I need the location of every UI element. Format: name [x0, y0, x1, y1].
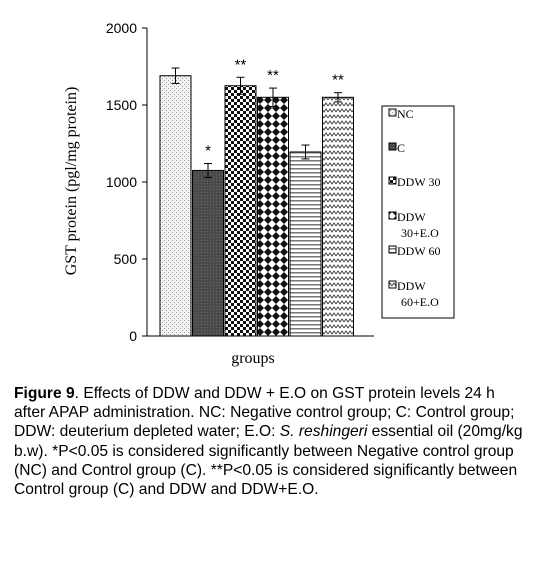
legend-swatch [388, 142, 397, 151]
significance-mark: ** [267, 67, 279, 84]
bar-ddw-30-e-o [257, 96, 289, 337]
legend-label: DDW [397, 279, 426, 293]
legend-label: C [397, 141, 405, 155]
legend: NC C DDW 30 DDW 30+E.O DDW 60 DDW 60+E.O [388, 107, 440, 309]
legend-label: DDW 60 [397, 244, 440, 258]
bar-nc [159, 75, 192, 337]
legend-label: DDW 30 [397, 175, 440, 189]
significance-marks: ***** ** [205, 56, 344, 159]
caption-label: Figure 9 [14, 385, 75, 402]
y-tick-label: 500 [114, 251, 138, 267]
bar-ddw-60-e-o [322, 96, 354, 337]
y-tick-label: 1000 [106, 174, 137, 190]
y-tick-label: 0 [129, 328, 137, 344]
figure-caption: Figure 9. Effects of DDW and DDW + E.O o… [14, 384, 526, 499]
legend-swatch [388, 280, 397, 289]
significance-mark: ** [332, 72, 344, 89]
y-axis-ticks: 0 500 1000 1500 2000 [106, 20, 147, 344]
legend-label: NC [397, 107, 414, 121]
bars [159, 75, 354, 337]
y-axis-title: GST protein (pgl/mg protein) [63, 87, 80, 276]
legend-swatch [388, 176, 397, 185]
legend-swatch [388, 211, 397, 220]
gst-bar-chart: GST protein (pgl/mg protein) groups 0 500… [63, 20, 455, 367]
legend-label: DDW [397, 210, 426, 224]
bar-ddw-60 [289, 151, 322, 337]
legend-swatch [388, 245, 397, 254]
x-axis-title: groups [231, 350, 275, 367]
y-tick-label: 1500 [106, 97, 137, 113]
caption-species: S. reshingeri [279, 423, 368, 441]
legend-swatch [388, 108, 397, 117]
significance-mark: * [205, 143, 211, 160]
error-bars [171, 67, 342, 178]
bar-ddw-30 [224, 85, 257, 337]
legend-label: 60+E.O [401, 295, 439, 309]
significance-mark: ** [235, 56, 247, 73]
y-tick-label: 2000 [106, 20, 137, 36]
bar-c [192, 169, 224, 337]
legend-label: 30+E.O [401, 226, 439, 240]
caption-text-2: essential oil (20mg/kg b.w). *P<0.05 is … [14, 423, 523, 499]
caption-text-1: . Effects of DDW and DDW + E.O on GST pr… [14, 385, 515, 441]
